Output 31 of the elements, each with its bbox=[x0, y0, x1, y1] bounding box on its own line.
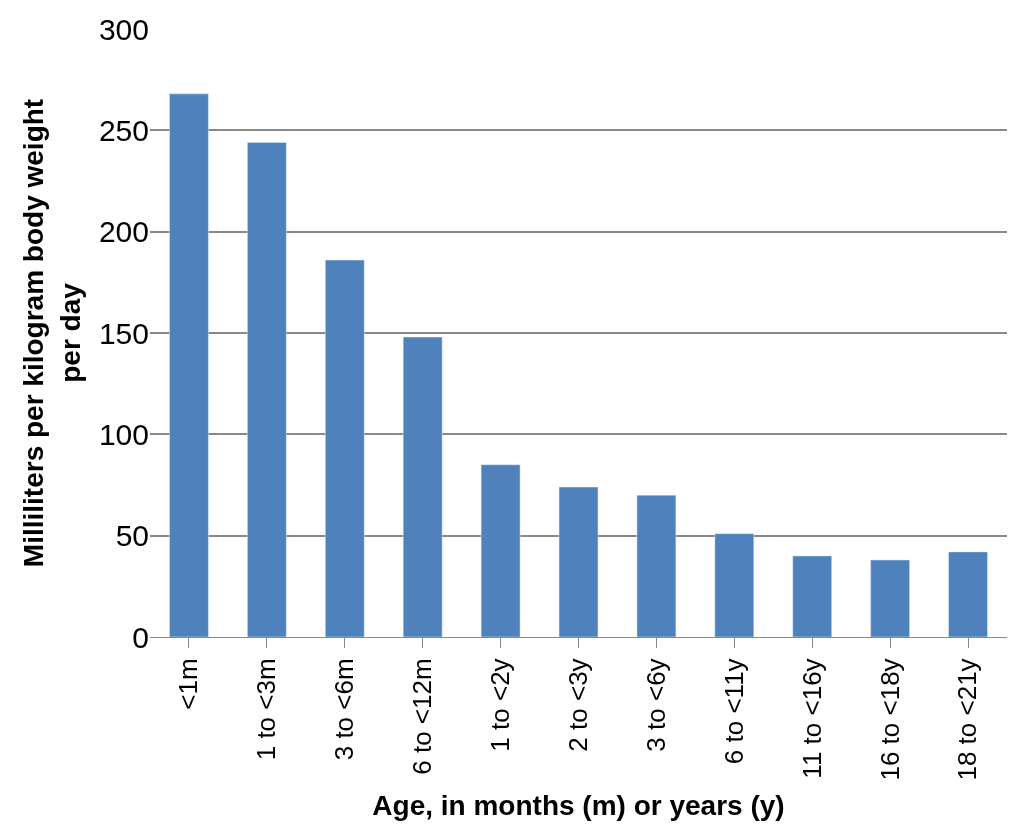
bar bbox=[169, 93, 209, 637]
x-tick-label: 2 to <3y bbox=[562, 658, 593, 752]
bar bbox=[558, 486, 599, 637]
bar bbox=[247, 142, 287, 637]
bar bbox=[714, 533, 755, 637]
y-tick-label: 0 bbox=[132, 620, 149, 654]
x-tick-label: 6 to <12m bbox=[407, 658, 438, 775]
x-tick-label: <1m bbox=[173, 658, 204, 710]
x-tick-label: 18 to <21y bbox=[952, 658, 983, 781]
y-tick-label: 200 bbox=[98, 215, 149, 249]
y-axis-title: Milliliters per kilogram body weight per day bbox=[18, 98, 86, 568]
y-tick-label: 150 bbox=[98, 316, 149, 350]
bar bbox=[870, 559, 910, 637]
x-tick-label: 16 to <18y bbox=[874, 658, 905, 781]
bar bbox=[480, 464, 521, 637]
x-tick-label: 1 to <2y bbox=[485, 658, 516, 752]
x-tick-label: 3 to <6m bbox=[329, 658, 360, 761]
x-tick-label: 11 to <16y bbox=[796, 658, 827, 779]
x-tick-label: 1 to <3m bbox=[251, 658, 282, 761]
bar bbox=[402, 336, 443, 637]
bar bbox=[325, 259, 365, 637]
bar bbox=[636, 494, 677, 637]
x-tick-label: 3 to <6y bbox=[640, 658, 671, 752]
y-tick-label: 250 bbox=[98, 113, 149, 147]
y-tick-label: 300 bbox=[98, 12, 149, 46]
x-tick-label: 6 to <11y bbox=[718, 658, 749, 765]
bar bbox=[792, 555, 832, 637]
y-tick-label: 100 bbox=[98, 417, 149, 451]
x-axis-title: Age, in months (m) or years (y) bbox=[372, 789, 785, 821]
y-tick-label: 50 bbox=[115, 519, 149, 553]
bar bbox=[948, 551, 988, 637]
